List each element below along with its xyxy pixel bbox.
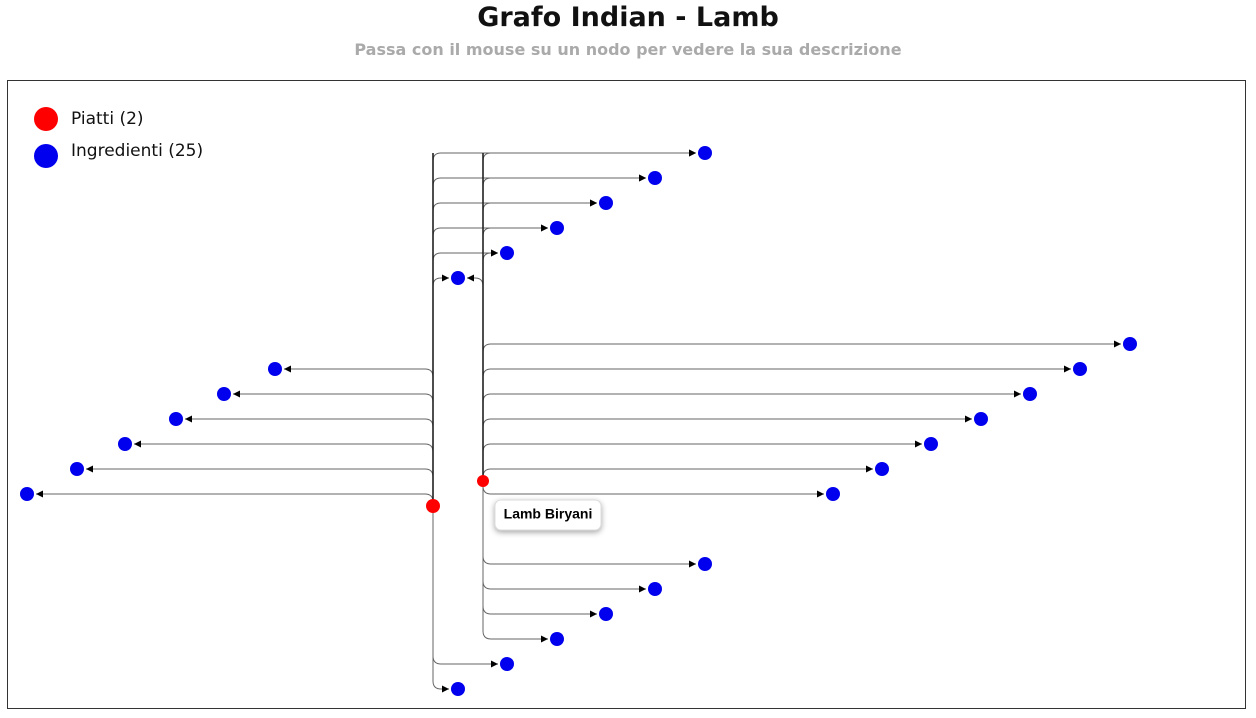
ingredient-node[interactable] [826, 487, 840, 501]
ingredient-node[interactable] [875, 462, 889, 476]
edge [134, 440, 434, 506]
ingredient-node[interactable] [550, 632, 564, 646]
legend: Piatti (2) Ingredienti (25) [34, 107, 203, 168]
edge [432, 249, 498, 506]
page-title: Grafo Indian - Lamb [477, 2, 779, 33]
edge [432, 149, 696, 506]
node-tooltip: Lamb Biryani [494, 499, 602, 531]
ingredient-node[interactable] [550, 221, 564, 235]
legend-dish-label: Piatti (2) [71, 109, 144, 129]
edge [482, 174, 646, 481]
graph-frame [7, 80, 1246, 709]
ingredient-node[interactable] [1023, 387, 1037, 401]
ingredient-node[interactable] [500, 246, 514, 260]
ingredient-node[interactable] [648, 582, 662, 596]
edge [432, 274, 449, 506]
ingredient-node[interactable] [924, 437, 938, 451]
legend-ingredient-label: Ingredienti (25) [71, 141, 203, 161]
edge [284, 365, 434, 506]
tooltip-box [494, 499, 602, 531]
edge [432, 506, 498, 668]
tooltip-text: Lamb Biryani [504, 506, 593, 522]
edge [233, 390, 434, 506]
dish-node[interactable] [426, 499, 440, 513]
ingredient-node[interactable] [648, 171, 662, 185]
edge [482, 149, 696, 481]
edge [482, 481, 548, 643]
ingredient-node[interactable] [500, 657, 514, 671]
edge [482, 249, 498, 481]
legend-dish-swatch [34, 107, 58, 131]
edge [482, 440, 922, 481]
edge [185, 415, 434, 506]
edge [432, 224, 548, 506]
ingredient-node[interactable] [70, 462, 84, 476]
dish-node[interactable] [477, 475, 489, 487]
ingredient-node[interactable] [20, 487, 34, 501]
edge [432, 174, 646, 506]
edge [482, 481, 824, 498]
ingredient-node[interactable] [599, 607, 613, 621]
edge [482, 465, 873, 481]
ingredient-node[interactable] [698, 557, 712, 571]
legend-ingredient-swatch [34, 144, 58, 168]
page-subtitle: Passa con il mouse su un nodo per vedere… [354, 40, 902, 59]
edge [36, 490, 434, 506]
edge [467, 274, 484, 481]
ingredient-node[interactable] [451, 271, 465, 285]
ingredient-node[interactable] [1123, 337, 1137, 351]
edge [482, 415, 972, 481]
nodes-layer [20, 146, 1137, 696]
edge [482, 340, 1121, 481]
ingredient-node[interactable] [1073, 362, 1087, 376]
ingredient-node[interactable] [451, 682, 465, 696]
edge [482, 224, 548, 481]
edge [482, 199, 597, 481]
ingredient-node[interactable] [217, 387, 231, 401]
edges-layer [36, 149, 1121, 693]
ingredient-node[interactable] [118, 437, 132, 451]
edge [432, 506, 449, 693]
ingredient-node[interactable] [974, 412, 988, 426]
ingredient-node[interactable] [268, 362, 282, 376]
edge [86, 465, 434, 506]
edge [482, 390, 1021, 481]
ingredient-node[interactable] [599, 196, 613, 210]
ingredient-node[interactable] [698, 146, 712, 160]
edge [482, 481, 646, 593]
edge [432, 199, 597, 506]
ingredient-node[interactable] [169, 412, 183, 426]
